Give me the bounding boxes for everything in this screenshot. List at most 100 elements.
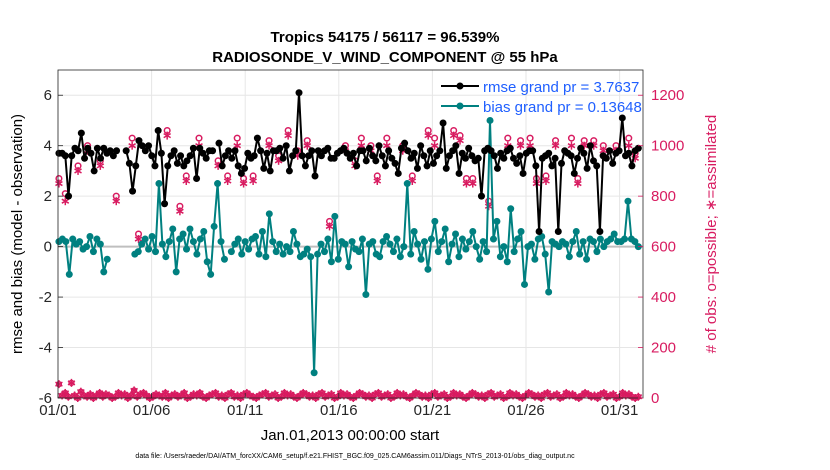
legend-rmse-marker	[456, 82, 464, 90]
rmse-point	[401, 139, 409, 147]
obs-star-stroke	[357, 143, 366, 149]
obs-star-stroke	[383, 391, 392, 397]
rmse-point	[129, 187, 137, 195]
rmse-point	[170, 147, 178, 155]
x-tick-label: 01/06	[133, 402, 171, 419]
obs-assimilated-marker	[449, 131, 458, 140]
bias-point	[410, 227, 418, 235]
bias-point	[310, 369, 318, 377]
y-left-tick-label: 6	[44, 87, 52, 104]
obs-star-stroke	[67, 380, 76, 386]
bias-point	[214, 180, 222, 188]
bias-point	[62, 238, 70, 246]
rmse-point	[343, 149, 351, 157]
bias-point	[521, 280, 529, 288]
bias-point	[479, 238, 487, 246]
obs-star-stroke	[462, 180, 471, 187]
obs-possible-marker	[567, 134, 576, 142]
bias-point	[152, 248, 159, 256]
rmse-point	[282, 142, 290, 150]
rmse-point	[231, 147, 239, 155]
rmse-point	[308, 147, 316, 155]
obs-assimilated-marker	[462, 179, 471, 188]
obs-assimilated-marker	[128, 141, 137, 150]
bias-point	[358, 235, 366, 243]
rmse-point	[285, 167, 293, 175]
bias-point	[293, 240, 301, 248]
rmse-point	[378, 152, 386, 160]
rmse-point	[535, 227, 543, 235]
rmse-point	[628, 162, 636, 170]
rmse-point	[606, 147, 614, 155]
bias-point	[589, 238, 597, 246]
bias-point	[572, 227, 580, 235]
rmse-point	[65, 192, 73, 200]
bias-point	[138, 240, 146, 248]
rmse-point	[68, 152, 76, 160]
obs-star-stroke	[487, 390, 495, 396]
rmse-point	[106, 147, 114, 155]
obs-star-stroke	[456, 137, 464, 144]
obs-star-stroke	[77, 389, 85, 395]
bias-point	[276, 240, 284, 248]
bias-point	[379, 238, 387, 246]
rmse-point	[391, 159, 399, 167]
rmse-point	[394, 169, 402, 177]
bias-point	[631, 238, 639, 246]
obs-star-stroke	[449, 132, 458, 139]
rmse-point	[618, 114, 626, 122]
rmse-point	[125, 159, 133, 167]
bias-point	[458, 235, 466, 243]
rmse-point	[154, 127, 162, 135]
bias-point	[407, 250, 415, 258]
rmse-point	[151, 162, 159, 170]
obs-star-stroke	[196, 390, 204, 396]
rmse-point	[477, 192, 485, 200]
bias-point	[545, 288, 553, 296]
obs-star-stroke	[526, 143, 534, 149]
y-axis-left-label: rmse and bias (model - observation)	[9, 114, 26, 354]
rmse-point	[509, 154, 517, 162]
bias-point	[176, 235, 184, 243]
bias-point	[231, 240, 239, 248]
obs-star-stroke	[624, 143, 633, 149]
bias-point	[76, 238, 84, 246]
obs-assimilated-marker	[303, 141, 312, 150]
obs-star-stroke	[551, 143, 560, 149]
plot-area: 01/01 01/06 01/11 01/16 01/21 01/26 01/31 -6 -4 -…	[39, 69, 684, 419]
bias-point	[341, 240, 349, 248]
rmse-point	[157, 149, 165, 157]
obs-star-stroke	[373, 178, 382, 184]
x-tick-label: 01/26	[507, 402, 545, 419]
bias-point	[624, 197, 632, 205]
bias-point	[183, 245, 191, 253]
obs-assimilated-marker	[516, 141, 525, 150]
bias-point	[286, 248, 294, 256]
bias-point	[531, 255, 539, 263]
rmse-point	[276, 144, 284, 152]
obs-possible-marker	[431, 134, 439, 142]
rmse-point	[519, 169, 527, 177]
rmse-point	[183, 157, 191, 165]
rmse-point	[257, 147, 265, 155]
bias-point	[610, 230, 618, 238]
y-axis-right-label: # of obs: o=possible; ∗=assimilated	[703, 115, 720, 354]
obs-assimilated-marker	[430, 141, 439, 150]
x-tick-label: 01/31	[601, 402, 639, 419]
obs-star-stroke	[120, 391, 129, 397]
bias-point	[217, 238, 225, 246]
rmse-point	[180, 162, 188, 170]
obs-assimilated-marker	[239, 179, 248, 188]
rmse-point	[458, 149, 466, 157]
bias-point	[245, 245, 253, 253]
rmse-point	[359, 147, 367, 155]
bias-series	[55, 116, 642, 377]
rmse-point	[250, 152, 258, 160]
bias-point	[452, 230, 460, 238]
rmse-point	[196, 144, 204, 152]
bias-point	[514, 235, 522, 243]
bias-point	[69, 235, 77, 243]
bias-point	[541, 250, 549, 258]
bias-point	[441, 225, 449, 233]
bias-point	[207, 270, 215, 278]
